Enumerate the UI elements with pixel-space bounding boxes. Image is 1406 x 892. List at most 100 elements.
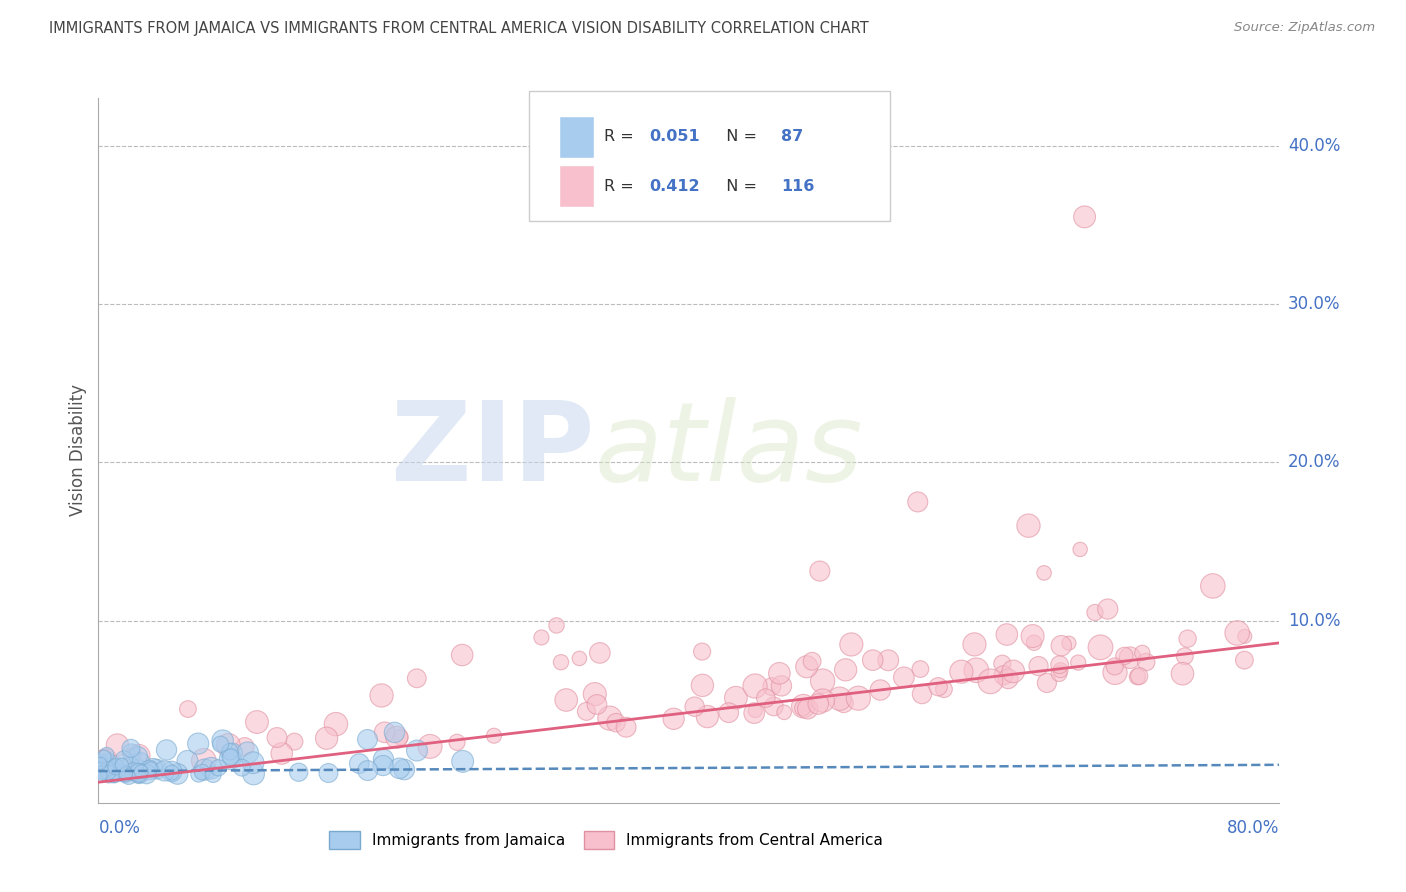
Point (1049, 663, 1071, 677)
Legend: Immigrants from Jamaica, Immigrants from Central America: Immigrants from Jamaica, Immigrants from… (323, 825, 890, 855)
Point (1090, 640, 1112, 655)
Point (112, 765, 135, 780)
Point (1104, 659, 1126, 673)
Point (801, 654, 824, 668)
Point (209, 737, 232, 751)
Point (388, 761, 411, 775)
Point (575, 704, 598, 718)
Point (568, 651, 591, 665)
Point (1050, 639, 1073, 653)
Point (374, 725, 396, 739)
Text: 87: 87 (782, 129, 803, 145)
Point (111, 757, 134, 772)
Point (1097, 602, 1119, 616)
Point (1057, 636, 1080, 650)
Point (394, 763, 416, 777)
Point (744, 679, 766, 693)
Point (97, 765, 120, 780)
Point (614, 720, 637, 734)
Point (1021, 629, 1043, 643)
Point (177, 702, 200, 716)
Point (1226, 626, 1249, 640)
Text: IMMIGRANTS FROM JAMAICA VS IMMIGRANTS FROM CENTRAL AMERICA VISION DISABILITY COR: IMMIGRANTS FROM JAMAICA VS IMMIGRANTS FR… (49, 21, 869, 36)
Point (155, 743, 177, 757)
Point (127, 749, 149, 764)
Point (690, 644, 713, 658)
FancyBboxPatch shape (530, 91, 890, 221)
Point (318, 766, 340, 780)
Point (599, 711, 621, 725)
Point (108, 759, 131, 773)
Point (1177, 632, 1199, 646)
Point (583, 687, 606, 701)
Point (605, 715, 627, 730)
Point (118, 768, 141, 782)
Text: 40.0%: 40.0% (1288, 136, 1340, 154)
Point (100, 766, 122, 780)
Text: 0.412: 0.412 (648, 178, 699, 194)
Point (589, 646, 612, 660)
Point (112, 752, 135, 766)
Text: 10.0%: 10.0% (1288, 612, 1340, 630)
Point (373, 752, 395, 766)
Point (1018, 518, 1040, 533)
Point (555, 693, 578, 707)
Point (993, 668, 1015, 682)
Text: ZIP: ZIP (391, 397, 595, 504)
Point (389, 731, 412, 745)
Point (1119, 650, 1142, 665)
Point (1002, 665, 1025, 679)
Point (89, 764, 111, 778)
Point (742, 706, 765, 720)
Text: R =: R = (605, 129, 638, 145)
Point (1033, 566, 1056, 580)
Point (128, 766, 150, 780)
Point (869, 683, 891, 698)
Point (1067, 656, 1090, 670)
Point (129, 755, 152, 769)
Point (128, 767, 150, 781)
Point (231, 761, 253, 775)
Point (907, 495, 929, 509)
Point (963, 637, 986, 651)
Point (834, 663, 856, 677)
Point (828, 691, 851, 706)
Text: N =: N = (716, 129, 762, 145)
Point (187, 767, 209, 781)
Point (1233, 629, 1256, 643)
Point (129, 764, 152, 779)
Point (530, 631, 553, 645)
Point (98, 768, 121, 782)
Point (176, 754, 198, 768)
Y-axis label: Vision Disability: Vision Disability (69, 384, 87, 516)
Point (792, 701, 814, 715)
Point (482, 729, 505, 743)
Point (349, 756, 371, 771)
Point (315, 731, 337, 746)
Point (965, 663, 987, 677)
Point (1114, 648, 1136, 663)
Point (773, 706, 796, 720)
Point (384, 725, 406, 739)
Point (1084, 606, 1107, 620)
Point (792, 699, 814, 714)
Text: 30.0%: 30.0% (1288, 295, 1340, 313)
Point (97, 753, 120, 767)
Point (446, 735, 468, 749)
Point (103, 768, 125, 782)
Point (104, 760, 127, 774)
Point (107, 765, 129, 780)
Point (94, 766, 117, 780)
FancyBboxPatch shape (560, 165, 595, 207)
Text: N =: N = (716, 178, 762, 194)
Point (807, 697, 830, 711)
Point (96, 762, 118, 776)
Point (207, 761, 229, 775)
Point (419, 739, 441, 754)
Point (1174, 649, 1197, 664)
Point (200, 761, 222, 775)
Point (217, 739, 239, 753)
Point (546, 618, 568, 632)
Text: 116: 116 (782, 178, 814, 194)
Point (139, 762, 162, 776)
